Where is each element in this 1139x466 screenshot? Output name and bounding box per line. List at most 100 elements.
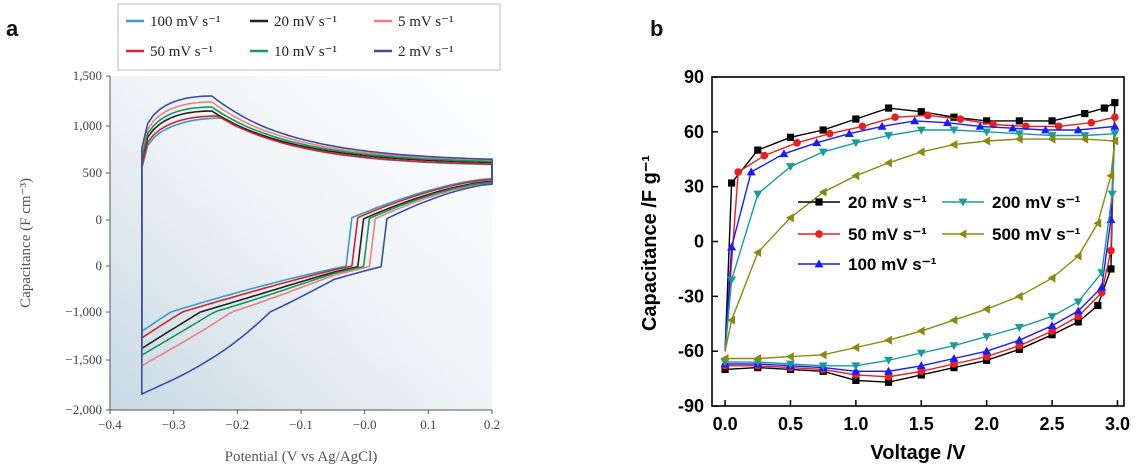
panel-b-data-point [949, 140, 958, 150]
panel-b-data-point [1087, 118, 1096, 127]
panel-b-legend: 20 mV s⁻¹ 50 mV s⁻¹ 100 mV s⁻¹ 200 mV s⁻¹ 50… [798, 193, 1081, 274]
panel-b-data-point [1110, 136, 1119, 146]
panel-b-data-point [975, 121, 985, 130]
panel-a-legend-box [117, 3, 501, 71]
panel-b-data-point [785, 163, 795, 172]
panel-b-data-point [1107, 190, 1117, 199]
panel-b-data-point [884, 335, 892, 345]
panel-a-x-tick-label: 0.2 [484, 417, 500, 432]
panel-b-data-point [1107, 265, 1115, 273]
panel-b-legend-marker [958, 229, 967, 239]
panel-b-x-axis-label: Voltage /V [870, 442, 966, 464]
panel-b-data-point [746, 167, 756, 176]
panel-a-x-tick-label: −0.4 [98, 417, 122, 432]
panel-b-x-tick-label: 3.0 [1105, 414, 1130, 434]
panel-b-data-point [1097, 282, 1107, 291]
panel-b-data-point [950, 360, 958, 368]
panel-a-y-tick-label: 500 [83, 165, 103, 180]
panel-b-data-point [760, 151, 769, 160]
panel-b-data-point [884, 104, 893, 112]
panel-b-data-point [851, 343, 860, 353]
panel-b-data-point [982, 304, 991, 314]
panel-b-data-point [1014, 324, 1024, 332]
panel-b-data-point [1106, 215, 1116, 223]
panel-a-legend-label: 5 mV s⁻¹ [398, 14, 453, 30]
panel-b-data-point [1106, 171, 1115, 181]
panel-a-letter: a [6, 16, 19, 41]
panel-b-data-point [983, 117, 991, 125]
panel-b-data-point [1014, 291, 1023, 301]
panel-b-data-point [1047, 273, 1056, 283]
panel-b-data-point [825, 129, 834, 138]
panel-b-series-line [724, 138, 1116, 360]
panel-b-letter: b [650, 16, 663, 41]
panel-a-y-tick-label: −1,000 [65, 304, 102, 319]
panel-a-y-tick-label: 0 [96, 258, 103, 273]
panel-b-data-point [812, 138, 822, 147]
panel-b-data-point [1080, 132, 1090, 140]
panel-b-data-point [1111, 98, 1119, 107]
panel-b-data-point [949, 353, 959, 362]
panel-b-data-point [753, 247, 762, 257]
panel-b-data-point [1081, 109, 1089, 118]
panel-a-legend-label: 20 mV s⁻¹ [274, 14, 337, 30]
panel-b-legend-label: 50 mV s⁻¹ [848, 225, 927, 244]
panel-b-data-point [852, 376, 860, 385]
panel-b-data-point [1014, 335, 1024, 344]
panel-b-series-line [724, 120, 1116, 372]
panel-a-x-tick-label: −0.3 [162, 417, 186, 432]
panel-b-data-point [1073, 125, 1083, 134]
panel-a-background [110, 76, 492, 410]
panel-b-data-point [884, 366, 894, 375]
panel-b-data-point [891, 113, 899, 122]
panel-b-data-point [727, 276, 737, 285]
panel-b-x-tick-label: 0.5 [778, 414, 803, 434]
panel-b-x-tick-label: 0.0 [713, 414, 738, 434]
panel-b-data-point [818, 187, 827, 197]
panel-b-data-point [917, 108, 925, 116]
panel-b-data-point [785, 213, 794, 223]
panel-b-data-point [1097, 288, 1106, 297]
panel-b-data-point [785, 360, 795, 369]
panel-b-x-tick-label: 2.5 [1040, 414, 1065, 434]
panel-b-data-point [858, 122, 867, 131]
panel-b-x-tick-label: 1.0 [843, 414, 868, 434]
panel-b-data-point [916, 361, 926, 370]
panel-b-data-point [818, 350, 827, 360]
panel-a-y-tick-label: 0 [96, 212, 103, 227]
panel-a-chart: −0.4 −0.3 −0.2 −0.1 −0.0 0.1 0.2 1,500 1,000 500 0… [18, 3, 501, 465]
panel-b-legend-marker [815, 198, 823, 206]
panel-b-data-point [916, 126, 926, 135]
panel-b-data-point [851, 139, 861, 148]
panel-b-data-point [785, 352, 794, 362]
panel-a-y-tick-label: −2,000 [65, 402, 102, 417]
panel-a-y-tick-label: 1,000 [73, 118, 102, 133]
panel-b-x-tick-label: 1.5 [909, 414, 934, 434]
panel-a-y-axis-label: Capacitance (F cm⁻³) [18, 178, 34, 308]
panel-a-series-line [141, 95, 493, 396]
panel-b-data-point [1100, 104, 1108, 112]
panel-b-data-point [949, 126, 959, 135]
panel-b-data-point [1054, 122, 1063, 131]
panel-b-data-point [1047, 321, 1057, 329]
panel-a-legend-label: 100 mV s⁻¹ [150, 14, 220, 30]
panel-b-legend-label: 200 mV s⁻¹ [992, 193, 1081, 212]
panel-b-data-point [852, 115, 860, 123]
panel-b-data-point [1015, 117, 1023, 125]
panel-b-data-point [1041, 125, 1051, 134]
panel-b-data-point [1047, 313, 1057, 321]
panel-b-data-point [1014, 130, 1024, 139]
panel-b-data-point [884, 372, 893, 381]
panel-b-y-tick-label: 90 [684, 67, 704, 87]
panel-b-data-point [728, 179, 736, 187]
panel-b-legend-label: 20 mV s⁻¹ [848, 193, 927, 212]
panel-b-data-point [1097, 269, 1107, 278]
panel-b-data-point [1080, 134, 1089, 144]
panel-b-data-point [910, 116, 920, 125]
panel-b-data-point [851, 366, 861, 375]
panel-b-data-point [1073, 306, 1083, 315]
panel-b-data-point [1074, 318, 1082, 326]
panel-b-data-point [916, 349, 926, 358]
panel-b-y-tick-label: -60 [678, 341, 704, 361]
